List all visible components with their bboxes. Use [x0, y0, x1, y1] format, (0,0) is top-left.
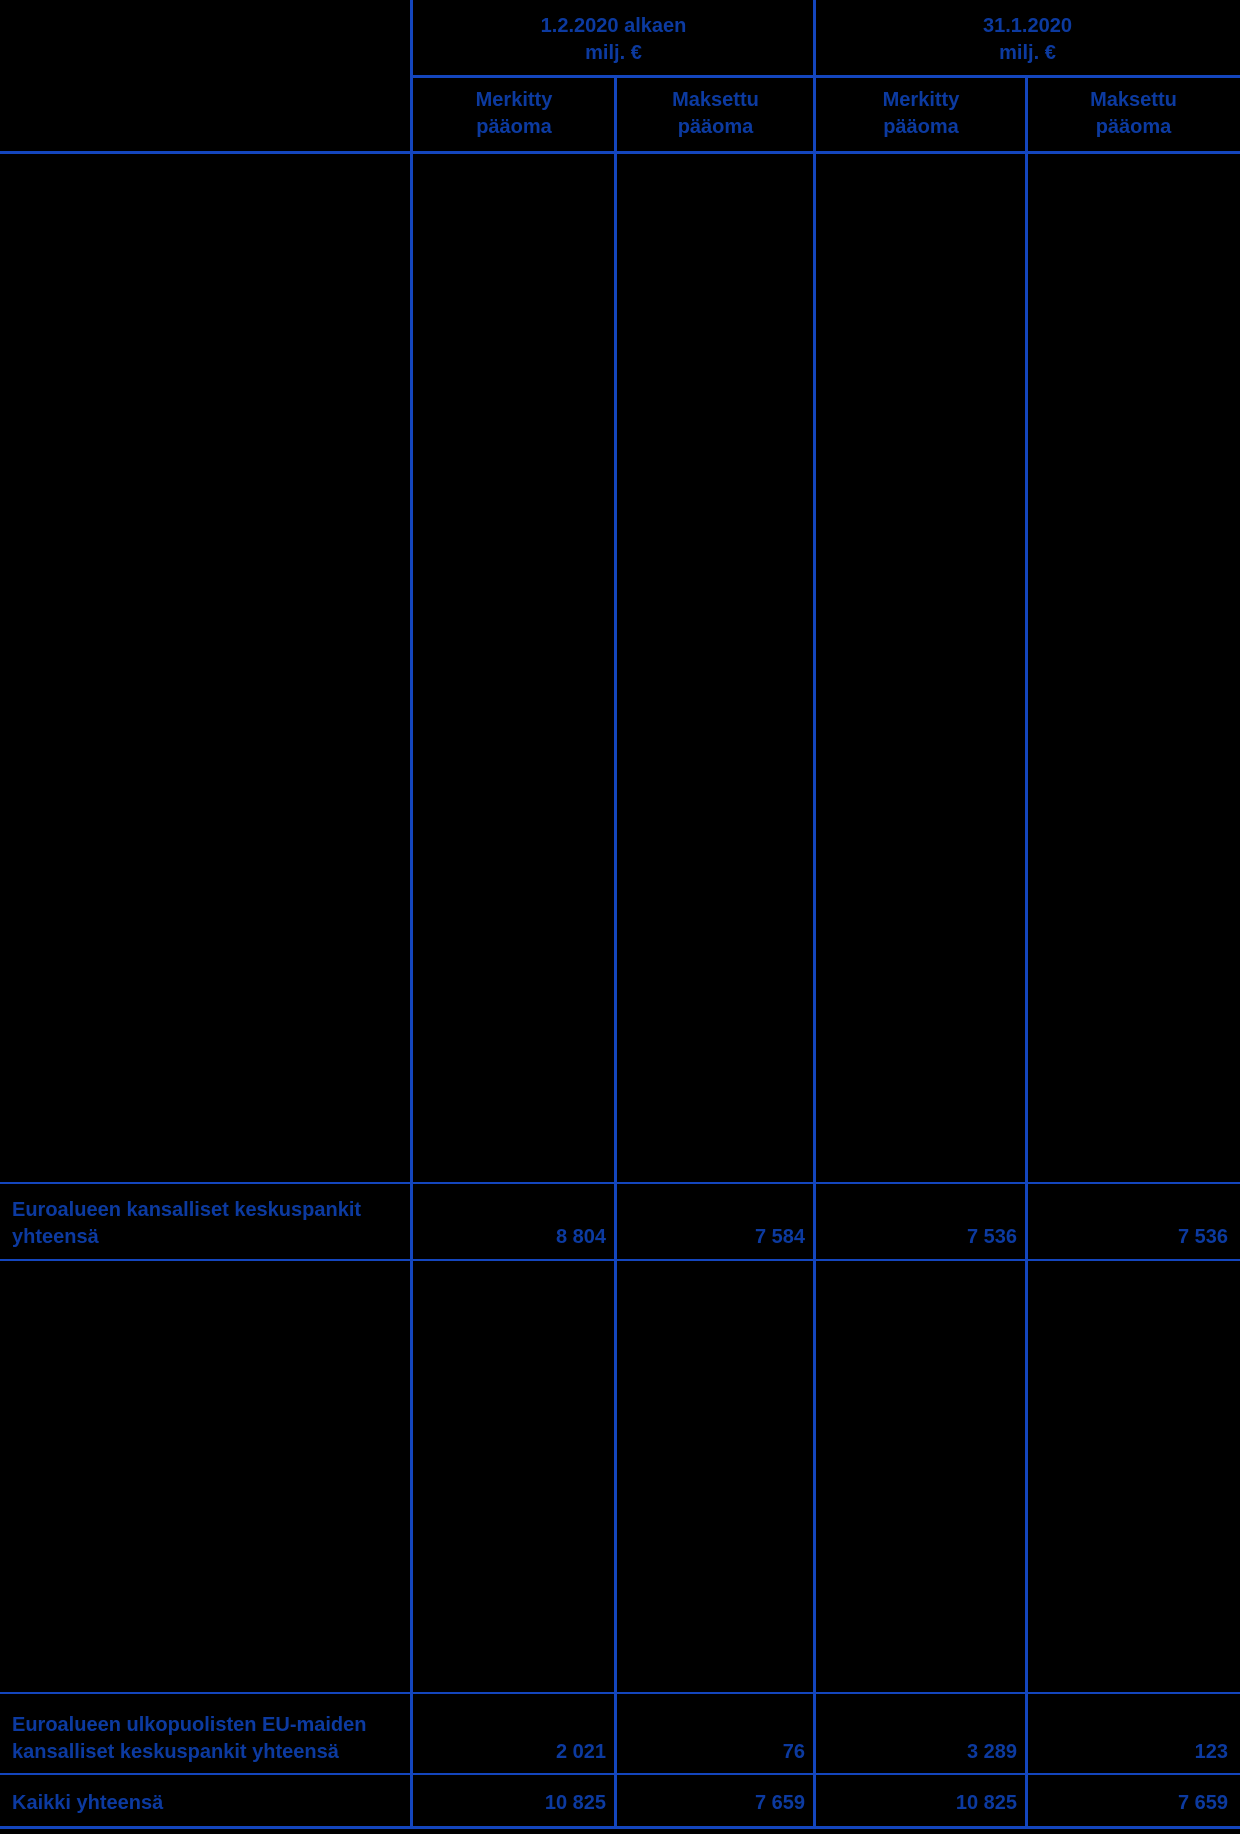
row-divider-above-grand-total [0, 1773, 1240, 1775]
col2-line1: Maksettu [672, 89, 759, 111]
row1-label-line1: Euroalueen kansalliset keskuspankit [12, 1199, 362, 1221]
row3-paidup-new: 7 659 [754, 1792, 805, 1814]
group2-date: 31.1.2020 [983, 15, 1072, 37]
header-group-underline [412, 75, 1240, 78]
row2-paidup-old: 123 [1194, 1741, 1228, 1763]
col1-line2: pääoma [476, 116, 552, 138]
group1-date: 1.2.2020 alkaen [540, 15, 687, 37]
row-divider-above-euroarea-total [0, 1182, 1240, 1184]
table-bottom-border [0, 1826, 1240, 1829]
column-header-subscribed-2: Merkitty pääoma [815, 87, 1027, 141]
group1-unit: milj. € [585, 42, 642, 64]
row2-paidup-new: 76 [782, 1741, 805, 1763]
row3-label: Kaikki yhteensä [12, 1792, 164, 1814]
row3-subscribed-old: 10 825 [955, 1792, 1017, 1814]
header-bottom-border [0, 151, 1240, 154]
row-divider-above-noneuro-total [0, 1692, 1240, 1694]
row2-label-line1: Euroalueen ulkopuolisten EU-maiden [12, 1714, 367, 1736]
row1-label-line2: yhteensä [12, 1226, 99, 1248]
row3-subscribed-new: 10 825 [544, 1792, 606, 1814]
vertical-divider-group1-cols [614, 75, 617, 1829]
row-divider-below-euroarea-total [0, 1259, 1240, 1261]
row1-paidup-new: 7 584 [754, 1226, 805, 1248]
row-label-noneuro-total: Euroalueen ulkopuolisten EU-maiden kansa… [12, 1712, 402, 1766]
column-header-paidup-1: Maksettu pääoma [616, 87, 815, 141]
col4-line1: Maksettu [1090, 89, 1177, 111]
row1-subscribed-new: 8 804 [555, 1226, 606, 1248]
row2-subscribed-old: 3 289 [966, 1741, 1017, 1763]
column-group-header-2: 31.1.2020 milj. € [815, 13, 1240, 67]
column-header-paidup-2: Maksettu pääoma [1027, 87, 1240, 141]
vertical-divider-label-col [410, 0, 413, 1829]
row2-label-line2: kansalliset keskuspankit yhteensä [12, 1741, 339, 1763]
group2-unit: milj. € [999, 42, 1056, 64]
row-label-euroarea-total: Euroalueen kansalliset keskuspankit yhte… [12, 1197, 402, 1251]
col1-line1: Merkitty [475, 89, 553, 111]
row1-subscribed-old: 7 536 [966, 1226, 1017, 1248]
col4-line2: pääoma [1095, 116, 1172, 138]
col2-line2: pääoma [677, 116, 754, 138]
vertical-divider-groups [813, 0, 816, 1829]
vertical-divider-group2-cols [1025, 75, 1028, 1829]
col3-line1: Merkitty [882, 89, 960, 111]
row3-paidup-old: 7 659 [1177, 1792, 1228, 1814]
col3-line2: pääoma [883, 116, 959, 138]
row2-subscribed-new: 2 021 [555, 1741, 606, 1763]
row-label-grand-total: Kaikki yhteensä [12, 1790, 402, 1817]
column-header-subscribed-1: Merkitty pääoma [412, 87, 616, 141]
row1-paidup-old: 7 536 [1177, 1226, 1228, 1248]
column-group-header-1: 1.2.2020 alkaen milj. € [412, 13, 815, 67]
